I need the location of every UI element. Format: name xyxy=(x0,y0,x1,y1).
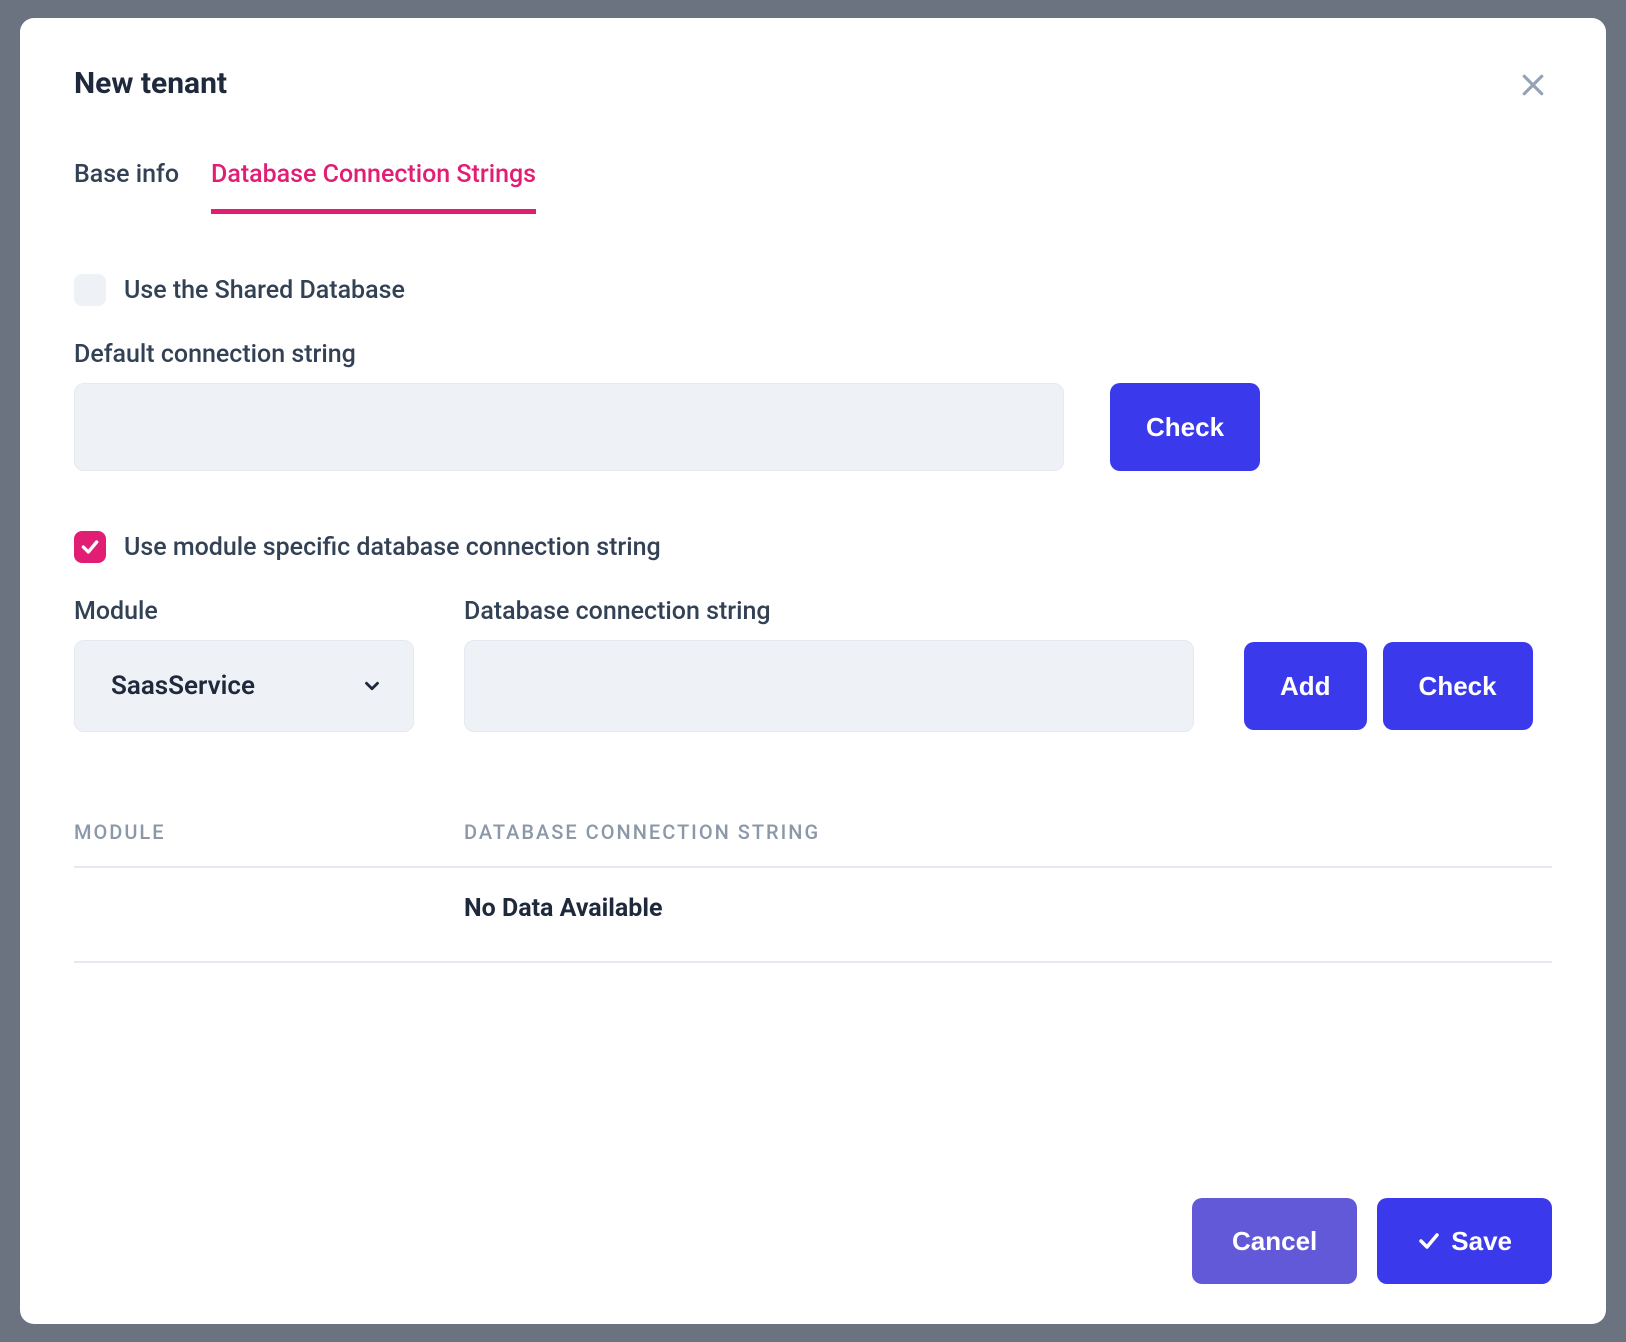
modal-header: New tenant xyxy=(74,66,1552,104)
shared-db-checkbox[interactable] xyxy=(74,274,106,306)
shared-db-row: Use the Shared Database xyxy=(74,274,1552,306)
modal-title: New tenant xyxy=(74,66,227,101)
chevron-down-icon xyxy=(361,675,383,697)
module-specific-label: Use module specific database connection … xyxy=(124,533,661,562)
module-specific-checkbox[interactable] xyxy=(74,531,106,563)
tabs: Base info Database Connection Strings xyxy=(74,160,1552,214)
check-module-button[interactable]: Check xyxy=(1383,642,1533,730)
no-data-text: No Data Available xyxy=(464,894,1552,923)
check-default-label: Check xyxy=(1146,412,1224,443)
module-inputs-row: SaasService Add Check xyxy=(74,640,1552,732)
add-button[interactable]: Add xyxy=(1244,642,1367,730)
check-icon xyxy=(1417,1229,1441,1253)
default-conn-label: Default connection string xyxy=(74,340,1552,369)
cancel-button[interactable]: Cancel xyxy=(1192,1198,1357,1284)
tab-base-info[interactable]: Base info xyxy=(74,160,179,214)
close-icon xyxy=(1518,70,1548,100)
check-module-label: Check xyxy=(1419,671,1497,702)
cancel-button-label: Cancel xyxy=(1232,1226,1317,1257)
close-button[interactable] xyxy=(1514,66,1552,104)
shared-db-label: Use the Shared Database xyxy=(124,276,405,305)
table-body: No Data Available xyxy=(74,868,1552,963)
modal-footer: Cancel Save xyxy=(74,1198,1552,1284)
module-select-wrap: SaasService xyxy=(74,640,414,732)
default-conn-row: Check xyxy=(74,383,1552,471)
table-header: MODULE DATABASE CONNECTION STRING xyxy=(74,820,1552,868)
module-select-value: SaasService xyxy=(111,671,255,701)
add-button-label: Add xyxy=(1280,671,1331,702)
save-button-label: Save xyxy=(1451,1226,1512,1257)
module-specific-section: Use module specific database connection … xyxy=(74,531,1552,732)
connection-table: MODULE DATABASE CONNECTION STRING No Dat… xyxy=(74,820,1552,963)
module-select[interactable]: SaasService xyxy=(74,640,414,732)
module-labels-row: Module Database connection string xyxy=(74,597,1552,626)
check-default-button[interactable]: Check xyxy=(1110,383,1260,471)
module-specific-row: Use module specific database connection … xyxy=(74,531,1552,563)
tab-db-connection-strings[interactable]: Database Connection Strings xyxy=(211,160,536,214)
new-tenant-modal: New tenant Base info Database Connection… xyxy=(20,18,1606,1324)
module-label: Module xyxy=(74,597,464,626)
modal-content: Use the Shared Database Default connecti… xyxy=(74,274,1552,1198)
save-button[interactable]: Save xyxy=(1377,1198,1552,1284)
check-icon xyxy=(80,537,100,557)
th-module: MODULE xyxy=(74,820,464,844)
th-connection-string: DATABASE CONNECTION STRING xyxy=(464,820,1552,844)
module-conn-input[interactable] xyxy=(464,640,1194,732)
module-conn-label: Database connection string xyxy=(464,597,1552,626)
default-conn-input[interactable] xyxy=(74,383,1064,471)
